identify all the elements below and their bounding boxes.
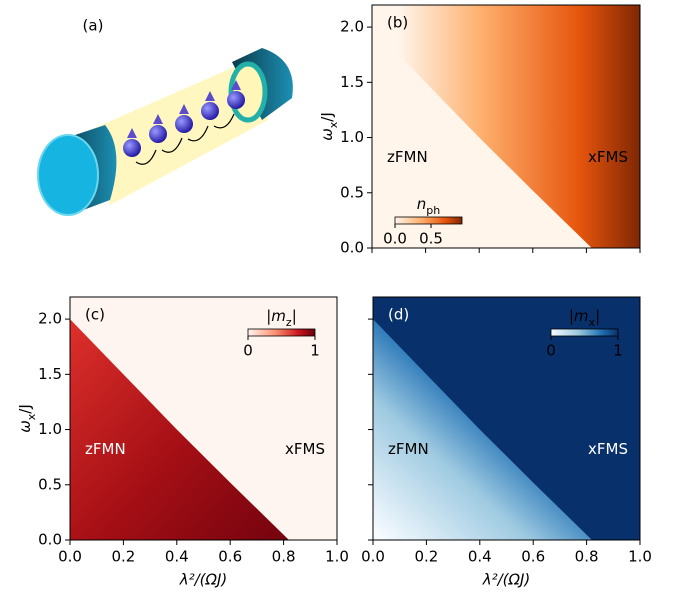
axes-frame xyxy=(371,4,641,249)
y-tick-label: 1.0 xyxy=(38,420,62,438)
x-tick-label: 0.6 xyxy=(521,548,545,566)
y-axis-label-base: ω xyxy=(318,128,336,141)
x-tick-label: 0.0 xyxy=(361,548,385,566)
y-tick-label: 0.5 xyxy=(38,475,62,493)
y-tick-label: 1.0 xyxy=(340,128,364,146)
y-axis-label-end: /J xyxy=(318,112,336,121)
y-tick-label: 2.0 xyxy=(38,310,62,328)
heatmap-region xyxy=(373,319,592,540)
x-tick-label: 0.8 xyxy=(272,548,296,566)
x-tick-label: 0.0 xyxy=(58,548,82,566)
x-axis-label: λ²/(ΩJ) xyxy=(179,571,228,589)
region-label: xFMS xyxy=(588,148,628,166)
colorbar-label-sub: z xyxy=(286,316,292,329)
panel-label: (d) xyxy=(388,306,409,324)
panel-label: (c) xyxy=(85,306,105,324)
colorbar xyxy=(247,328,316,337)
colorbar-label: |mx| xyxy=(569,307,600,329)
heatmap-region xyxy=(372,27,592,248)
colorbar-label: nph xyxy=(417,195,440,217)
y-axis-label-sub: x xyxy=(327,121,340,128)
x-tick-label: 0.6 xyxy=(218,548,242,566)
x-tick-label: 0.2 xyxy=(414,548,438,566)
y-axis-label-end: /J xyxy=(16,404,34,413)
y-tick-label: 2.0 xyxy=(340,18,364,36)
x-tick-label: 0.2 xyxy=(111,548,135,566)
y-tick-label: 1.5 xyxy=(340,73,364,91)
panel-label: (b) xyxy=(387,14,408,32)
x-tick-label: 0.8 xyxy=(575,548,599,566)
region-label: xFMS xyxy=(588,440,628,458)
y-axis-label: ωx/J xyxy=(16,404,38,433)
colorbar-label-base: |m xyxy=(569,307,589,325)
colorbar-tick-label: 0 xyxy=(546,342,556,360)
region-label: zFMN xyxy=(387,148,428,166)
panel-label: (a) xyxy=(83,17,104,35)
y-tick-label: 0.0 xyxy=(340,239,364,257)
colorbar-label-base: n xyxy=(417,195,427,213)
colorbar-label-base: |m xyxy=(266,307,286,325)
x-tick-label: 0.4 xyxy=(468,548,492,566)
colorbar xyxy=(550,328,619,337)
y-tick-label: 0.5 xyxy=(340,183,364,201)
region-label: xFMS xyxy=(285,440,325,458)
x-tick-label: 1.0 xyxy=(628,548,652,566)
colorbar-label-sub: x xyxy=(589,316,596,329)
y-axis-label-base: ω xyxy=(16,420,34,433)
colorbar-tick-label: 1 xyxy=(310,342,320,360)
y-axis-label: ωx/J xyxy=(318,112,340,141)
y-tick-label: 0.0 xyxy=(38,531,62,549)
y-axis-label-sub: x xyxy=(25,413,38,420)
x-axis-label: λ²/(ΩJ) xyxy=(482,571,531,589)
colorbar-tick-label: 0.0 xyxy=(383,230,407,248)
heatmap-region xyxy=(70,319,289,540)
axes-frame xyxy=(372,296,641,541)
colorbar-tick-label: 0.5 xyxy=(419,230,443,248)
colorbar-tick-label: 1 xyxy=(613,342,623,360)
colorbar-label: |mz| xyxy=(266,307,297,329)
x-tick-label: 1.0 xyxy=(325,548,349,566)
region-label: zFMN xyxy=(85,440,126,458)
x-tick-label: 0.4 xyxy=(165,548,189,566)
axes-frame xyxy=(69,296,338,541)
y-tick-label: 1.5 xyxy=(38,365,62,383)
colorbar-tick-label: 0 xyxy=(243,342,253,360)
panel-a-illustration xyxy=(37,48,293,216)
colorbar-label-end: | xyxy=(595,307,600,325)
colorbar-label-sub: ph xyxy=(426,204,440,217)
colorbar-label-end: | xyxy=(292,307,297,325)
colorbar xyxy=(394,216,463,225)
region-label: zFMN xyxy=(388,440,429,458)
